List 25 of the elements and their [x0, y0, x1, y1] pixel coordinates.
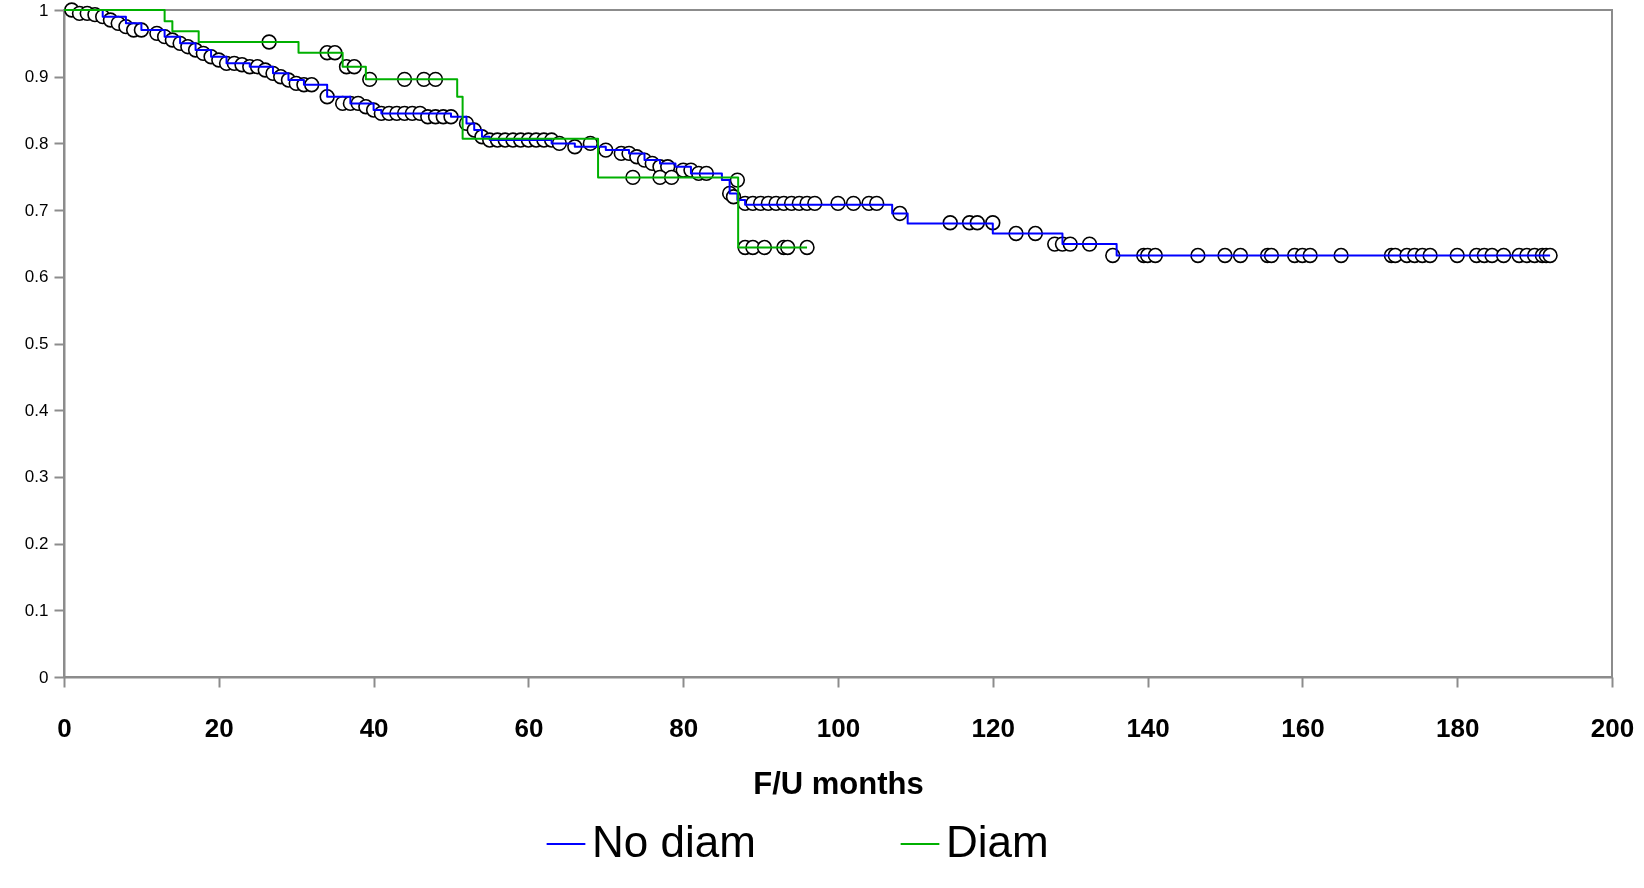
x-tick-label: 40: [359, 712, 389, 743]
x-tick-label: 160: [1281, 712, 1325, 743]
y-tick-label: 0.4: [24, 400, 49, 420]
point: [799, 239, 815, 256]
y-tick-label: 0.3: [24, 467, 49, 487]
x-tick-label: 140: [1126, 712, 1170, 743]
legend-label: Diam: [946, 817, 1049, 866]
y-tick-label: 0.5: [24, 334, 49, 353]
y-tick-label: 0.1: [24, 600, 49, 620]
y-tick-label: 0.6: [24, 267, 49, 287]
y-tick-label: 0.7: [24, 200, 49, 220]
x-tick-label: 80: [669, 712, 699, 743]
y-tick-label: 0.9: [24, 67, 49, 87]
y-tick-label: 1: [39, 0, 49, 20]
y-tick-label: 0.8: [24, 133, 49, 153]
legend-label: No diam: [592, 817, 756, 866]
x-tick-label: 100: [816, 712, 861, 743]
x-tick-label: 20: [204, 712, 234, 743]
y-tick-label: 0.2: [24, 534, 49, 554]
x-tick-label: 120: [971, 712, 1015, 743]
x-tick-label: 180: [1436, 712, 1480, 743]
x-axis-title: F/U months: [753, 765, 924, 801]
y-tick-label: 0: [39, 667, 49, 687]
x-tick-label: 60: [514, 712, 544, 743]
x-tick-label: 200: [1590, 712, 1635, 743]
